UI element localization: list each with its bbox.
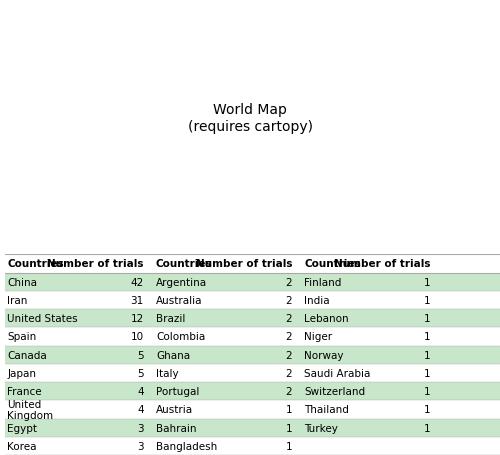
Text: Portugal: Portugal — [156, 386, 200, 396]
Text: Italy: Italy — [156, 368, 178, 378]
Text: Austria: Austria — [156, 404, 193, 415]
Text: Iran: Iran — [8, 295, 28, 305]
Text: 2: 2 — [286, 350, 292, 360]
Text: Saudi Arabia: Saudi Arabia — [304, 368, 371, 378]
FancyBboxPatch shape — [5, 309, 500, 328]
Text: Egypt: Egypt — [8, 423, 38, 433]
Text: Niger: Niger — [304, 332, 332, 342]
FancyBboxPatch shape — [5, 400, 500, 419]
FancyBboxPatch shape — [5, 328, 500, 346]
Text: Bangladesh: Bangladesh — [156, 441, 217, 451]
Text: Canada: Canada — [8, 350, 47, 360]
Text: Japan: Japan — [8, 368, 36, 378]
FancyBboxPatch shape — [5, 419, 500, 437]
Text: 1: 1 — [424, 295, 430, 305]
Text: 4: 4 — [137, 386, 143, 396]
FancyBboxPatch shape — [5, 273, 500, 291]
Text: Argentina: Argentina — [156, 277, 207, 287]
Text: 2: 2 — [286, 313, 292, 324]
Text: Switzerland: Switzerland — [304, 386, 366, 396]
Text: Countries: Countries — [8, 259, 64, 269]
FancyBboxPatch shape — [5, 255, 500, 273]
Text: Norway: Norway — [304, 350, 344, 360]
Text: 1: 1 — [424, 350, 430, 360]
Text: 10: 10 — [130, 332, 143, 342]
Text: 2: 2 — [286, 368, 292, 378]
FancyBboxPatch shape — [5, 437, 500, 455]
Text: Countries: Countries — [304, 259, 361, 269]
FancyBboxPatch shape — [5, 382, 500, 400]
Text: 42: 42 — [130, 277, 143, 287]
Text: Korea: Korea — [8, 441, 37, 451]
Text: 1: 1 — [424, 332, 430, 342]
Text: Finland: Finland — [304, 277, 342, 287]
Text: China: China — [8, 277, 38, 287]
Text: 3: 3 — [137, 441, 143, 451]
Text: Bahrain: Bahrain — [156, 423, 196, 433]
Text: Countries: Countries — [156, 259, 212, 269]
FancyBboxPatch shape — [5, 364, 500, 382]
Text: Number of trials: Number of trials — [196, 259, 292, 269]
Text: Ghana: Ghana — [156, 350, 190, 360]
Text: Colombia: Colombia — [156, 332, 205, 342]
Text: Lebanon: Lebanon — [304, 313, 349, 324]
Text: Number of trials: Number of trials — [334, 259, 430, 269]
Text: Australia: Australia — [156, 295, 202, 305]
Text: 2: 2 — [286, 332, 292, 342]
Text: United States: United States — [8, 313, 78, 324]
Text: 1: 1 — [286, 441, 292, 451]
Text: 5: 5 — [137, 350, 143, 360]
Text: 1: 1 — [424, 277, 430, 287]
Text: Thailand: Thailand — [304, 404, 350, 415]
Text: 12: 12 — [130, 313, 143, 324]
Text: 2: 2 — [286, 386, 292, 396]
Text: 3: 3 — [137, 423, 143, 433]
Text: 1: 1 — [286, 404, 292, 415]
Text: World Map
(requires cartopy): World Map (requires cartopy) — [188, 103, 312, 133]
Text: 4: 4 — [137, 404, 143, 415]
Text: Turkey: Turkey — [304, 423, 338, 433]
Text: 1: 1 — [424, 368, 430, 378]
Text: India: India — [304, 295, 330, 305]
FancyBboxPatch shape — [5, 346, 500, 364]
Text: 1: 1 — [424, 313, 430, 324]
Text: 2: 2 — [286, 295, 292, 305]
Text: 1: 1 — [424, 386, 430, 396]
Text: 1: 1 — [286, 423, 292, 433]
Text: Brazil: Brazil — [156, 313, 186, 324]
Text: Number of trials: Number of trials — [47, 259, 144, 269]
Text: Spain: Spain — [8, 332, 36, 342]
Text: 5: 5 — [137, 368, 143, 378]
FancyBboxPatch shape — [5, 291, 500, 309]
Text: United
Kingdom: United Kingdom — [8, 399, 54, 420]
Text: 2: 2 — [286, 277, 292, 287]
Text: 31: 31 — [130, 295, 143, 305]
Text: France: France — [8, 386, 42, 396]
Text: 1: 1 — [424, 404, 430, 415]
Text: 1: 1 — [424, 423, 430, 433]
